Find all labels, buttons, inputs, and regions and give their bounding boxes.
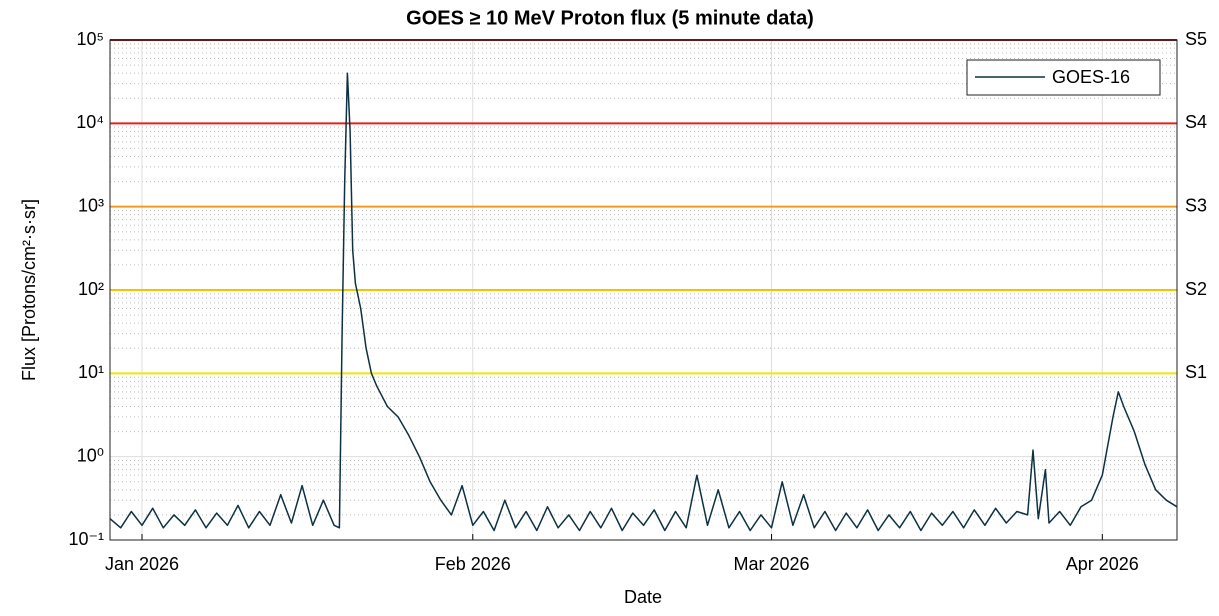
y-tick-label: 10⁵ [77,29,104,49]
data-line [109,72,1178,532]
x-tick-label: Apr 2026 [1066,554,1139,574]
threshold-label: S3 [1185,195,1207,215]
threshold-label: S1 [1185,362,1207,382]
y-tick-label: 10² [78,279,104,299]
x-tick-label: Mar 2026 [734,554,810,574]
y-tick-label: 10⁴ [76,112,104,132]
x-tick-label: Feb 2026 [435,554,511,574]
threshold-label: S4 [1185,112,1207,132]
y-tick-label: 10⁻¹ [68,529,104,549]
x-axis-label: Date [624,587,662,607]
chart-title: GOES ≥ 10 MeV Proton flux (5 minute data… [406,7,814,29]
y-tick-label: 10¹ [78,362,104,382]
plot-frame [109,39,1178,541]
y-tick-label: 10⁰ [77,445,104,465]
threshold-label: S5 [1185,29,1207,49]
y-tick-label: 10³ [78,195,104,215]
y-axis-label: Flux [Protons/cm²·s·sr] [19,199,39,381]
legend-label: GOES-16 [1052,67,1130,87]
x-tick-label: Jan 2026 [105,554,179,574]
threshold-label: S2 [1185,279,1207,299]
